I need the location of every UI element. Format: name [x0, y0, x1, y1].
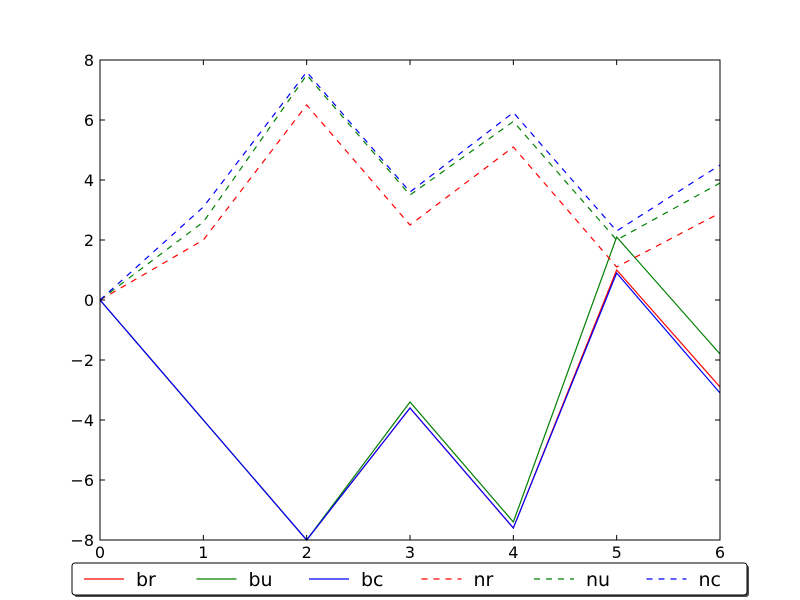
y-tick-label: −8 — [70, 531, 94, 550]
legend-label-bc: bc — [361, 569, 384, 591]
y-tick-label: 6 — [84, 111, 94, 130]
legend-box — [71, 562, 748, 596]
x-tick-label: 2 — [302, 543, 312, 562]
y-tick-label: −6 — [70, 471, 94, 490]
legend-label-nu: nu — [586, 569, 610, 591]
x-tick-label: 4 — [508, 543, 518, 562]
axes-layer: 0 1 2 3 4 5 6 −8 −6 −4 −2 0 2 4 6 8 — [70, 51, 725, 562]
legend-label-nr: nr — [474, 569, 494, 591]
series-layer — [99, 71, 721, 541]
series-line-nr — [99, 104, 721, 301]
y-tick-label: 0 — [84, 291, 94, 310]
legend: br bu bc nr nu nc — [71, 562, 749, 597]
series-line-bc — [99, 271, 721, 541]
legend-label-bu: bu — [249, 569, 273, 591]
x-tick-label: 0 — [95, 543, 105, 562]
legend-label-nc: nc — [699, 569, 722, 591]
y-tick-label: 8 — [84, 51, 94, 70]
x-tick-label: 3 — [405, 543, 415, 562]
y-tick-label: 2 — [84, 231, 94, 250]
x-tick-label: 5 — [612, 543, 622, 562]
legend-label-br: br — [136, 569, 156, 591]
x-tick-label: 6 — [715, 543, 725, 562]
x-tick-label: 1 — [198, 543, 208, 562]
y-tick-label: 4 — [84, 171, 94, 190]
y-tick-label: −2 — [70, 351, 94, 370]
y-tick-label: −4 — [70, 411, 94, 430]
